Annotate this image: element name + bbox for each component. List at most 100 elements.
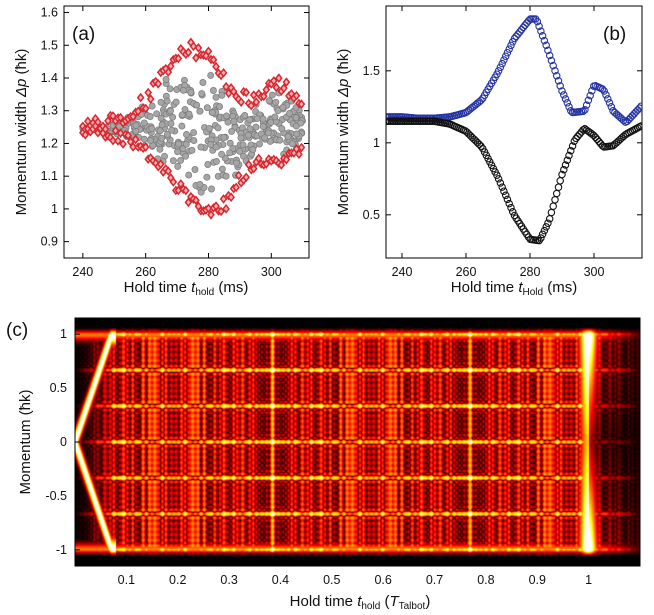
series-point xyxy=(505,45,513,53)
gray-point xyxy=(169,157,177,165)
gray-point xyxy=(207,141,215,148)
red-diamond-point xyxy=(207,209,215,220)
red-diamond-point xyxy=(295,149,303,159)
gray-point xyxy=(268,91,276,99)
red-diamond-point xyxy=(166,61,175,71)
series-point xyxy=(551,66,559,75)
series-point xyxy=(563,99,572,107)
series-point xyxy=(533,17,542,26)
series-point xyxy=(561,161,570,169)
heatmap-image xyxy=(75,318,640,566)
red-diamond-point xyxy=(109,135,117,146)
series-point xyxy=(560,91,568,99)
panel-c: 0.1 0.2 0.3 0.4 0.5 0.6 0.7 0.8 0.9 1 -1 -0.5 0 0.5 1… xyxy=(6,317,641,612)
x-tick-label: 260 xyxy=(456,265,477,279)
series-point xyxy=(521,21,529,29)
red-diamond-point xyxy=(249,163,258,174)
gray-point xyxy=(146,137,154,144)
red-diamond-point xyxy=(227,192,235,202)
red-diamond-point xyxy=(146,94,155,104)
red-diamond-point xyxy=(182,185,190,196)
gray-point xyxy=(158,134,166,142)
red-diamond-point xyxy=(280,83,288,93)
series-point xyxy=(565,151,573,160)
series-point xyxy=(498,59,506,68)
y-tick-label: -1 xyxy=(56,543,67,557)
gray-point xyxy=(198,90,206,98)
red-diamond-point xyxy=(169,177,178,187)
gray-point xyxy=(236,147,244,155)
gray-point xyxy=(278,125,286,133)
gray-point xyxy=(162,76,170,83)
series-point xyxy=(588,87,596,95)
gray-point xyxy=(148,125,156,133)
x-tick-label: 0.5 xyxy=(323,573,340,587)
y-tick-label: 1 xyxy=(373,136,380,150)
gray-point xyxy=(157,114,165,122)
red-diamond-point xyxy=(184,47,193,58)
gray-point xyxy=(292,114,300,122)
series-point xyxy=(598,142,607,150)
gray-point xyxy=(239,141,247,149)
red-diamond-point xyxy=(177,179,185,189)
red-diamond-point xyxy=(269,76,278,86)
gray-point xyxy=(177,156,185,164)
red-diamond-point xyxy=(217,206,225,217)
series-point xyxy=(493,171,501,179)
series-point xyxy=(574,132,582,141)
y-tick-label: 1.5 xyxy=(363,64,380,78)
panel-c-y-ticks: -1 -0.5 0 0.5 1 xyxy=(45,327,80,557)
y-tick-label: 1.2 xyxy=(41,136,58,150)
gray-point xyxy=(187,88,195,96)
red-diamond-point xyxy=(297,99,306,109)
panel-b-y-ticks: 0.5 1 1.5 xyxy=(363,64,642,222)
red-diamond-point xyxy=(156,159,165,169)
red-diamond-point xyxy=(192,195,200,206)
gray-point xyxy=(259,123,267,130)
series-point xyxy=(637,122,642,130)
red-diamond-point xyxy=(242,172,251,183)
series-point xyxy=(558,87,566,95)
series-point xyxy=(602,91,610,99)
red-diamond-point xyxy=(222,81,230,92)
gray-point xyxy=(284,133,292,141)
gray-point xyxy=(232,159,240,167)
red-diamond-point xyxy=(277,160,286,170)
panel-a-x-axis-label: Hold time thold (ms) xyxy=(124,279,249,298)
red-diamond-point xyxy=(119,139,127,149)
red-diamond-point xyxy=(254,153,263,164)
x-tick-label: 0.2 xyxy=(169,573,186,587)
red-diamond-point xyxy=(297,142,306,153)
x-tick-label: 0.1 xyxy=(118,573,135,587)
gray-point xyxy=(274,107,282,114)
gray-point xyxy=(237,134,245,142)
y-tick-label: 0.5 xyxy=(363,208,380,222)
panel-c-label: (c) xyxy=(6,320,28,341)
x-tick-label: 240 xyxy=(72,265,93,279)
gray-point xyxy=(196,180,204,188)
gray-point xyxy=(223,112,230,120)
series-point xyxy=(561,95,570,103)
red-diamond-point xyxy=(116,128,125,138)
gray-point xyxy=(146,113,154,120)
panel-a-points xyxy=(79,37,306,220)
series-point xyxy=(556,82,564,90)
red-diamond-point xyxy=(222,204,230,214)
series-point xyxy=(568,142,577,150)
gray-point xyxy=(168,126,176,134)
red-diamond-point xyxy=(232,182,240,193)
series-point xyxy=(500,56,508,64)
panel-b-x-axis-label: Hold time tHold (ms) xyxy=(451,279,577,298)
gray-point xyxy=(207,71,215,79)
gray-point xyxy=(212,93,220,101)
panel-b-points xyxy=(386,15,642,245)
red-diamond-point xyxy=(154,78,163,89)
series-point xyxy=(524,17,533,25)
y-tick-label: 1.1 xyxy=(41,169,58,183)
red-diamond-point xyxy=(247,100,256,111)
series-point xyxy=(537,234,545,242)
x-tick-label: 0.9 xyxy=(529,573,546,587)
gray-point xyxy=(209,109,216,117)
series-point xyxy=(540,226,549,235)
